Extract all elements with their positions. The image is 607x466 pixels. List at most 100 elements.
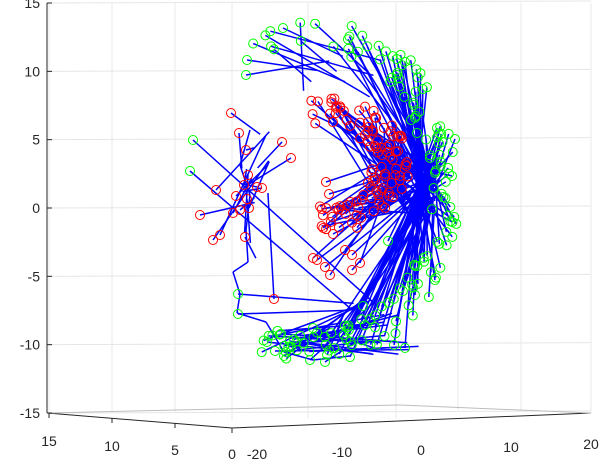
blue-segment bbox=[189, 170, 355, 313]
red-marker bbox=[337, 205, 347, 215]
red-marker bbox=[377, 183, 388, 194]
red-marker bbox=[388, 131, 399, 142]
green-marker bbox=[261, 336, 272, 347]
green-marker bbox=[387, 51, 398, 62]
red-marker bbox=[401, 157, 412, 168]
blue-segment bbox=[270, 45, 374, 77]
red-marker bbox=[347, 265, 357, 275]
y-tick-label: 0 bbox=[417, 442, 425, 458]
green-marker bbox=[412, 261, 423, 272]
green-marker bbox=[412, 128, 422, 138]
red-marker bbox=[362, 136, 373, 147]
blue-segment bbox=[416, 132, 432, 184]
blue-segment bbox=[410, 119, 420, 182]
green-marker bbox=[286, 342, 297, 353]
floor-edge bbox=[46, 404, 401, 414]
red-marker bbox=[380, 171, 391, 182]
green-marker bbox=[346, 51, 357, 62]
red-marker bbox=[252, 182, 262, 192]
red-marker bbox=[385, 126, 396, 137]
floor-edge bbox=[399, 404, 592, 414]
green-marker bbox=[380, 46, 391, 57]
blue-segment bbox=[343, 110, 418, 161]
red-marker bbox=[318, 222, 329, 233]
red-marker bbox=[307, 109, 318, 120]
blue-segment bbox=[267, 193, 275, 300]
red-marker bbox=[269, 294, 279, 304]
green-marker bbox=[320, 339, 331, 350]
blue-segment bbox=[300, 40, 338, 73]
green-marker bbox=[392, 67, 403, 78]
green-marker bbox=[233, 309, 243, 319]
red-marker bbox=[345, 197, 356, 208]
blue-segment bbox=[351, 188, 424, 256]
green-marker bbox=[248, 38, 259, 49]
red-marker bbox=[362, 177, 373, 188]
red-marker bbox=[351, 196, 362, 207]
green-marker bbox=[328, 41, 339, 52]
green-marker bbox=[407, 310, 418, 321]
red-marker bbox=[351, 210, 362, 221]
y-tick-label: 10 bbox=[503, 439, 519, 455]
red-marker bbox=[333, 222, 344, 233]
red-marker bbox=[355, 117, 366, 128]
green-marker bbox=[322, 349, 333, 360]
z-tick-label: -15 bbox=[20, 405, 40, 421]
red-marker bbox=[231, 191, 241, 201]
red-marker bbox=[257, 183, 267, 193]
red-marker bbox=[211, 185, 221, 195]
red-marker bbox=[310, 118, 321, 129]
z-tick-label: -5 bbox=[28, 268, 41, 284]
red-marker bbox=[355, 133, 366, 144]
red-marker bbox=[228, 208, 238, 218]
green-marker bbox=[374, 54, 385, 65]
green-marker bbox=[291, 336, 302, 347]
red-marker bbox=[390, 170, 401, 181]
green-marker bbox=[406, 115, 416, 125]
red-marker bbox=[380, 168, 391, 179]
blue-segment bbox=[349, 165, 436, 358]
blue-segment bbox=[324, 195, 414, 268]
green-marker bbox=[430, 272, 441, 283]
red-marker bbox=[402, 171, 413, 182]
blue-segment bbox=[371, 129, 414, 173]
green-marker bbox=[443, 128, 454, 139]
red-marker bbox=[324, 189, 334, 199]
red-marker bbox=[340, 245, 350, 255]
red-marker bbox=[394, 170, 405, 181]
blue-segment bbox=[312, 355, 351, 361]
green-marker bbox=[341, 334, 352, 345]
z-gridline bbox=[46, 273, 592, 277]
green-marker bbox=[356, 335, 367, 346]
red-marker bbox=[286, 153, 296, 163]
blue-segment bbox=[245, 229, 249, 263]
red-marker bbox=[368, 206, 379, 217]
red-marker bbox=[316, 204, 327, 215]
green-marker bbox=[396, 60, 407, 71]
y-tick-label: -20 bbox=[247, 446, 267, 462]
green-marker bbox=[403, 300, 414, 311]
green-marker bbox=[334, 349, 345, 360]
red-marker bbox=[326, 93, 337, 104]
green-marker bbox=[357, 30, 368, 41]
green-marker bbox=[425, 152, 436, 163]
red-marker bbox=[312, 255, 322, 265]
green-marker bbox=[346, 340, 357, 351]
green-marker bbox=[266, 41, 277, 52]
z-gridline bbox=[46, 137, 592, 141]
green-marker bbox=[345, 352, 355, 362]
blue-segment bbox=[257, 141, 283, 169]
blue-segment bbox=[416, 191, 431, 267]
green-marker bbox=[394, 81, 405, 92]
red-marker bbox=[239, 180, 249, 190]
red-marker-series bbox=[195, 93, 413, 304]
red-marker bbox=[385, 139, 396, 150]
green-marker bbox=[310, 18, 321, 29]
x-axis-line bbox=[46, 412, 233, 429]
blue-segment bbox=[212, 160, 270, 241]
green-marker bbox=[370, 322, 381, 333]
green-marker bbox=[428, 182, 439, 193]
red-marker bbox=[241, 145, 251, 155]
red-marker bbox=[377, 200, 388, 211]
green-marker bbox=[295, 36, 306, 47]
